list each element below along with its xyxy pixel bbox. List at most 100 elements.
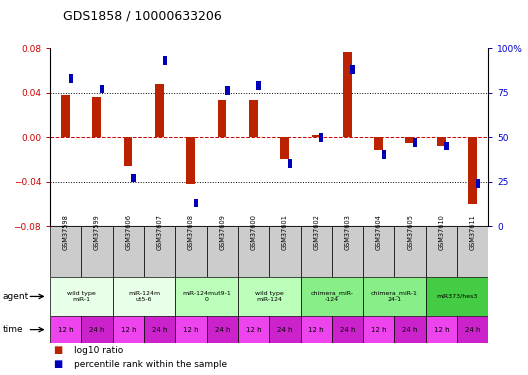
Text: 24 h: 24 h (89, 327, 105, 333)
Bar (50, 226, 81, 277)
Text: GSM37602: GSM37602 (313, 214, 319, 250)
Bar (332, 226, 363, 277)
Bar (175, 316, 206, 343)
Bar (288, 159, 292, 168)
Bar (394, 316, 426, 343)
Text: 12 h: 12 h (371, 327, 386, 333)
Bar (437, 137, 446, 146)
Text: GSM37609: GSM37609 (219, 214, 225, 250)
Text: wild type
miR-1: wild type miR-1 (67, 291, 96, 302)
Text: miR373/hes3: miR373/hes3 (437, 294, 478, 299)
Text: GSM37603: GSM37603 (345, 214, 351, 250)
Bar (175, 277, 238, 316)
Bar (113, 316, 144, 343)
Text: GSM37604: GSM37604 (376, 214, 382, 250)
Text: 12 h: 12 h (246, 327, 261, 333)
Text: miR-124mut9-1
0: miR-124mut9-1 0 (182, 291, 231, 302)
Bar (468, 137, 477, 204)
Bar (194, 198, 198, 207)
Text: miR-124m
ut5-6: miR-124m ut5-6 (128, 291, 160, 302)
Text: chimera_miR-1
24-1: chimera_miR-1 24-1 (371, 291, 418, 302)
Bar (457, 316, 488, 343)
Bar (351, 65, 355, 74)
Bar (300, 277, 363, 316)
Bar (113, 226, 144, 277)
Text: 24 h: 24 h (465, 327, 480, 333)
Bar (92, 97, 101, 137)
Bar (124, 137, 133, 166)
Text: log10 ratio: log10 ratio (74, 346, 123, 355)
Bar (238, 316, 269, 343)
Bar (332, 316, 363, 343)
Bar (406, 137, 414, 142)
Bar (144, 226, 175, 277)
Bar (175, 226, 206, 277)
Bar (50, 316, 81, 343)
Bar (50, 277, 113, 316)
Bar (131, 174, 136, 183)
Text: chimera_miR-
-124: chimera_miR- -124 (310, 291, 353, 302)
Text: GSM37610: GSM37610 (438, 214, 445, 250)
Bar (457, 226, 488, 277)
Text: 24 h: 24 h (340, 327, 355, 333)
Bar (186, 137, 195, 184)
Text: 24 h: 24 h (152, 327, 167, 333)
Bar (363, 316, 394, 343)
Bar (269, 316, 300, 343)
Bar (394, 226, 426, 277)
Bar (269, 226, 300, 277)
Text: ■: ■ (53, 359, 62, 369)
Text: GSM37606: GSM37606 (126, 214, 131, 250)
Text: GSM37598: GSM37598 (63, 214, 69, 250)
Bar (426, 316, 457, 343)
Bar (163, 56, 167, 65)
Bar (312, 135, 320, 137)
Bar (69, 74, 73, 83)
Text: time: time (3, 325, 23, 334)
Text: 12 h: 12 h (183, 327, 199, 333)
Bar (300, 316, 332, 343)
Bar (249, 100, 258, 137)
Bar (363, 226, 394, 277)
Text: GSM37601: GSM37601 (282, 214, 288, 250)
Text: GDS1858 / 10000633206: GDS1858 / 10000633206 (63, 9, 222, 22)
Bar (206, 226, 238, 277)
Text: 24 h: 24 h (214, 327, 230, 333)
Bar (319, 133, 324, 141)
Text: ■: ■ (53, 345, 62, 355)
Bar (61, 95, 70, 137)
Bar (257, 81, 261, 90)
Bar (374, 137, 383, 150)
Bar (382, 150, 386, 159)
Text: 12 h: 12 h (433, 327, 449, 333)
Bar (444, 141, 449, 150)
Text: 12 h: 12 h (120, 327, 136, 333)
Bar (426, 226, 457, 277)
Bar (206, 316, 238, 343)
Text: GSM37611: GSM37611 (470, 214, 476, 250)
Bar (225, 86, 230, 95)
Text: GSM37599: GSM37599 (94, 214, 100, 250)
Bar (144, 316, 175, 343)
Bar (426, 277, 488, 316)
Bar (476, 179, 480, 188)
Bar (100, 84, 105, 93)
Bar (300, 226, 332, 277)
Text: agent: agent (3, 292, 29, 301)
Text: GSM37607: GSM37607 (157, 214, 163, 250)
Text: 24 h: 24 h (402, 327, 418, 333)
Bar (81, 226, 113, 277)
Text: GSM37605: GSM37605 (407, 214, 413, 250)
Text: 12 h: 12 h (58, 327, 73, 333)
Text: GSM37608: GSM37608 (188, 214, 194, 250)
Text: percentile rank within the sample: percentile rank within the sample (74, 360, 227, 369)
Text: GSM37600: GSM37600 (251, 214, 257, 250)
Bar (81, 316, 113, 343)
Text: wild type
miR-124: wild type miR-124 (255, 291, 284, 302)
Bar (238, 226, 269, 277)
Text: 24 h: 24 h (277, 327, 293, 333)
Bar (343, 53, 352, 137)
Bar (413, 138, 417, 147)
Bar (155, 84, 164, 137)
Text: 12 h: 12 h (308, 327, 324, 333)
